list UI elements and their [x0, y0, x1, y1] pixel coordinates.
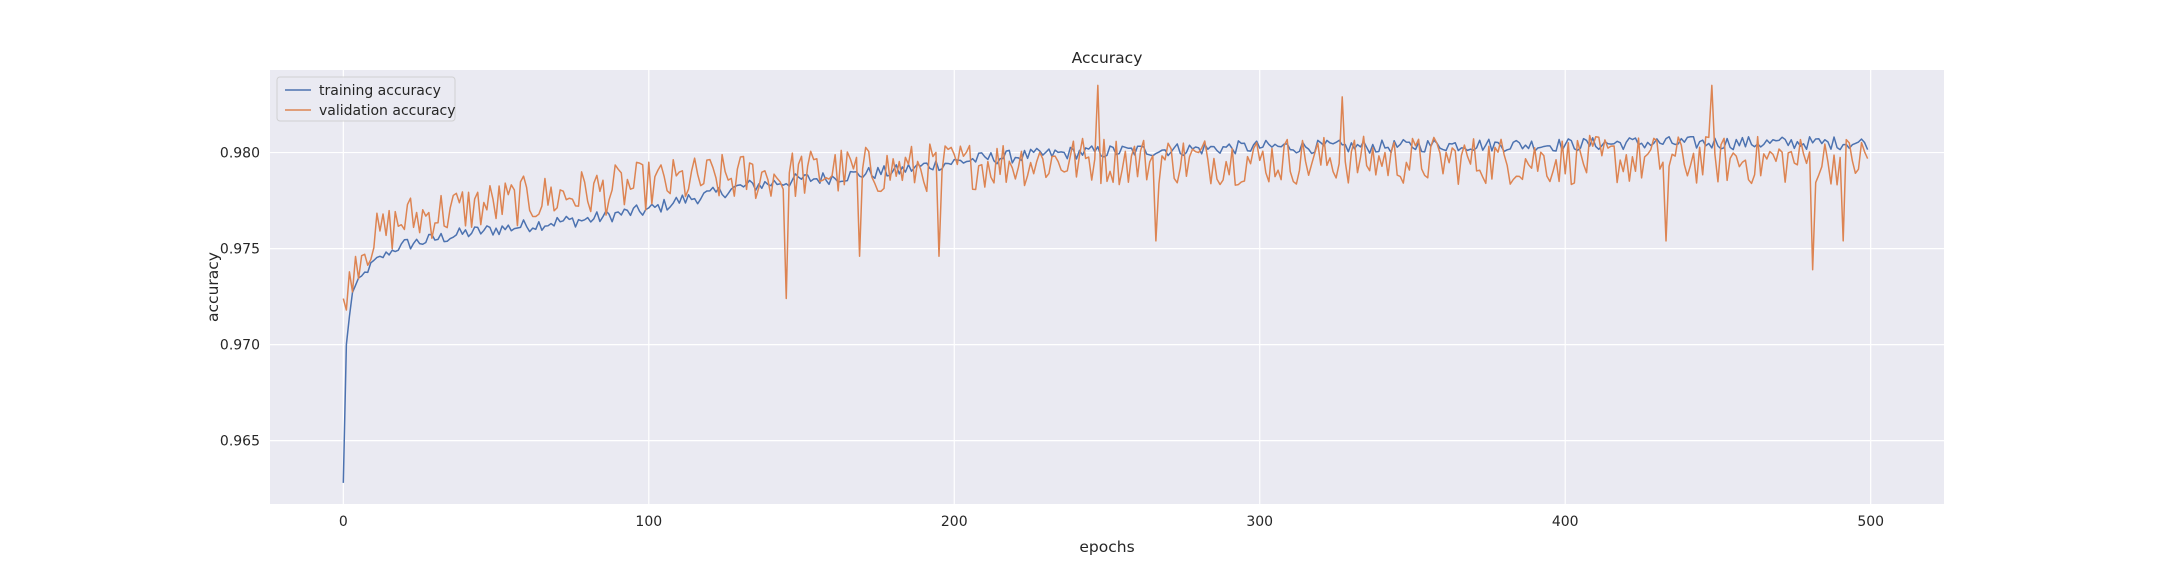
chart-title: Accuracy — [1072, 49, 1143, 67]
legend-label: validation accuracy — [319, 103, 456, 119]
series-lines — [342, 84, 1869, 483]
x-axis-label: epochs — [1079, 538, 1134, 556]
x-tick-label: 400 — [1552, 514, 1579, 530]
x-tick-label: 0 — [339, 514, 348, 530]
y-tick-label: 0.965 — [220, 434, 260, 450]
x-tick-label: 200 — [941, 514, 968, 530]
tick-labels: 0 100 200 300 400 500 0.965 0.970 0.975 0.980 — [220, 146, 1884, 530]
y-axis-label: accuracy — [204, 252, 222, 322]
y-tick-label: 0.975 — [220, 242, 260, 258]
y-tick-label: 0.980 — [220, 146, 260, 162]
plot-background — [270, 70, 1944, 504]
y-tick-label: 0.970 — [220, 338, 260, 354]
x-tick-label: 300 — [1246, 514, 1273, 530]
legend: training accuracy validation accuracy — [276, 76, 456, 122]
x-tick-label: 100 — [635, 514, 662, 530]
series-line — [342, 84, 1869, 311]
grid-lines — [270, 70, 1944, 504]
x-tick-label: 500 — [1857, 514, 1884, 530]
legend-label: training accuracy — [319, 83, 441, 99]
legend-box — [276, 76, 456, 122]
